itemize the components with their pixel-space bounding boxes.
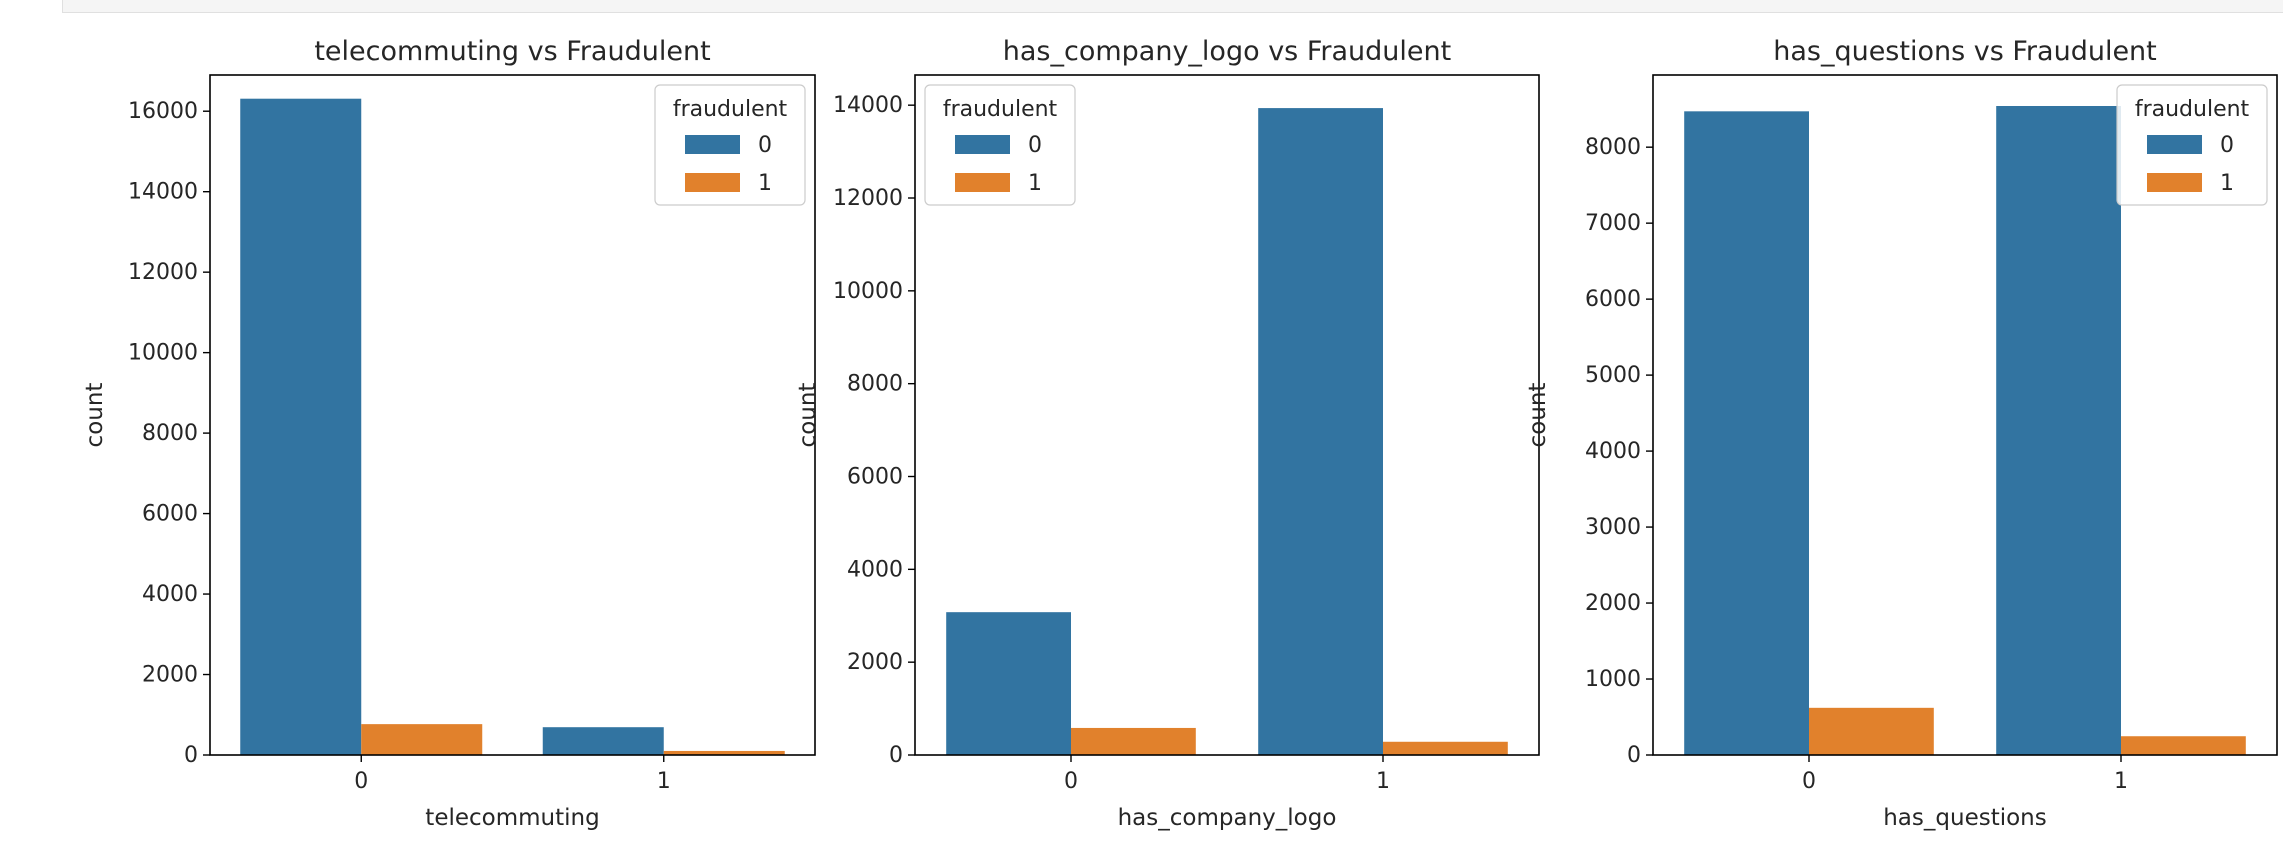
legend-swatch-0 — [685, 135, 740, 154]
y-tick-label: 6000 — [142, 502, 198, 527]
chart-title: telecommuting vs Fraudulent — [314, 36, 710, 67]
legend-swatch-0 — [2147, 135, 2202, 154]
y-tick-label: 10000 — [833, 279, 903, 304]
legend-label-0: 0 — [2220, 133, 2234, 158]
legend: fraudulent 0 1 — [654, 84, 806, 206]
axes-frame — [1652, 74, 2278, 756]
y-tick-label: 3000 — [1585, 515, 1641, 540]
bar-1-fraudulent-0 — [1258, 108, 1383, 756]
y-tick-label: 0 — [889, 743, 903, 768]
legend: fraudulent 0 1 — [2116, 84, 2268, 206]
bar-0-fraudulent-0 — [240, 98, 362, 755]
legend-label-1: 1 — [758, 171, 772, 196]
x-tick-label: 1 — [2114, 769, 2128, 794]
legend-label-0: 0 — [758, 133, 772, 158]
legend-title: fraudulent — [2135, 97, 2250, 122]
x-tick-label: 1 — [1376, 769, 1390, 794]
legend-label-1: 1 — [2220, 171, 2234, 196]
y-tick-label: 12000 — [128, 260, 198, 285]
y-tick-label: 8000 — [1585, 135, 1641, 160]
chart-panel-2: 0 2000 4000 6000 8000 10000 12000 14000 0 1 has_co… — [795, 36, 1540, 831]
bar-1-fraudulent-0 — [542, 727, 664, 755]
y-tick-label: 2000 — [847, 650, 903, 675]
legend-title: fraudulent — [943, 97, 1058, 122]
y-tick-label: 12000 — [833, 186, 903, 211]
bar-1-fraudulent-0 — [1996, 106, 2121, 755]
y-tick-label: 7000 — [1585, 211, 1641, 236]
x-tick-label: 0 — [1064, 769, 1078, 794]
bar-0-fraudulent-0 — [1684, 111, 1809, 755]
x-tick-label: 0 — [1802, 769, 1816, 794]
legend-swatch-1 — [955, 173, 1010, 192]
y-axis-label: count — [82, 383, 108, 448]
y-tick-label: 4000 — [1585, 439, 1641, 464]
y-tick-label: 4000 — [142, 582, 198, 607]
chart-panel-1: 0 2000 4000 6000 8000 10000 12000 14000 16000 0 1 t… — [82, 36, 816, 831]
y-tick-label: 0 — [184, 743, 198, 768]
legend-swatch-0 — [955, 135, 1010, 154]
bar-0-fraudulent-0 — [946, 612, 1071, 755]
bar-1-fraudulent-1 — [1383, 741, 1508, 755]
chart-title: has_company_logo vs Fraudulent — [1003, 36, 1451, 67]
legend-title: fraudulent — [673, 97, 788, 122]
y-tick-label: 5000 — [1585, 363, 1641, 388]
y-tick-label: 6000 — [1585, 287, 1641, 312]
x-tick-label: 0 — [354, 769, 368, 794]
y-tick-label: 6000 — [847, 465, 903, 490]
legend-swatch-1 — [2147, 173, 2202, 192]
x-axis-label: telecommuting — [425, 805, 599, 831]
y-axis-label: count — [1525, 383, 1551, 448]
output-cell-top-strip — [62, 0, 2283, 13]
bar-1-fraudulent-1 — [2121, 736, 2246, 755]
y-tick-label: 14000 — [833, 93, 903, 118]
y-tick-label: 8000 — [847, 372, 903, 397]
bar-1-fraudulent-1 — [663, 750, 785, 755]
bar-0-fraudulent-1 — [1809, 707, 1934, 755]
legend: fraudulent 0 1 — [924, 84, 1076, 206]
chart-title: has_questions vs Fraudulent — [1773, 36, 2157, 67]
y-tick-label: 10000 — [128, 341, 198, 366]
bar-0-fraudulent-1 — [1071, 727, 1196, 755]
y-tick-label: 0 — [1627, 743, 1641, 768]
axes-frame — [914, 74, 1540, 756]
legend-label-0: 0 — [1028, 133, 1042, 158]
y-tick-label: 1000 — [1585, 667, 1641, 692]
chart-panel-3: 0 1000 2000 3000 4000 5000 6000 7000 8000 0 1 has_q… — [1525, 36, 2278, 831]
legend-label-1: 1 — [1028, 171, 1042, 196]
x-axis-label: has_company_logo — [1118, 805, 1337, 831]
legend-swatch-1 — [685, 173, 740, 192]
x-tick-label: 1 — [657, 769, 671, 794]
y-axis-label: count — [795, 383, 821, 448]
y-tick-label: 8000 — [142, 421, 198, 446]
axes-frame — [209, 74, 816, 756]
x-axis-label: has_questions — [1883, 805, 2047, 831]
bar-0-fraudulent-1 — [361, 724, 483, 755]
y-tick-label: 2000 — [142, 663, 198, 688]
y-tick-label: 2000 — [1585, 591, 1641, 616]
y-tick-label: 16000 — [128, 99, 198, 124]
y-tick-label: 14000 — [128, 180, 198, 205]
y-tick-label: 4000 — [847, 557, 903, 582]
